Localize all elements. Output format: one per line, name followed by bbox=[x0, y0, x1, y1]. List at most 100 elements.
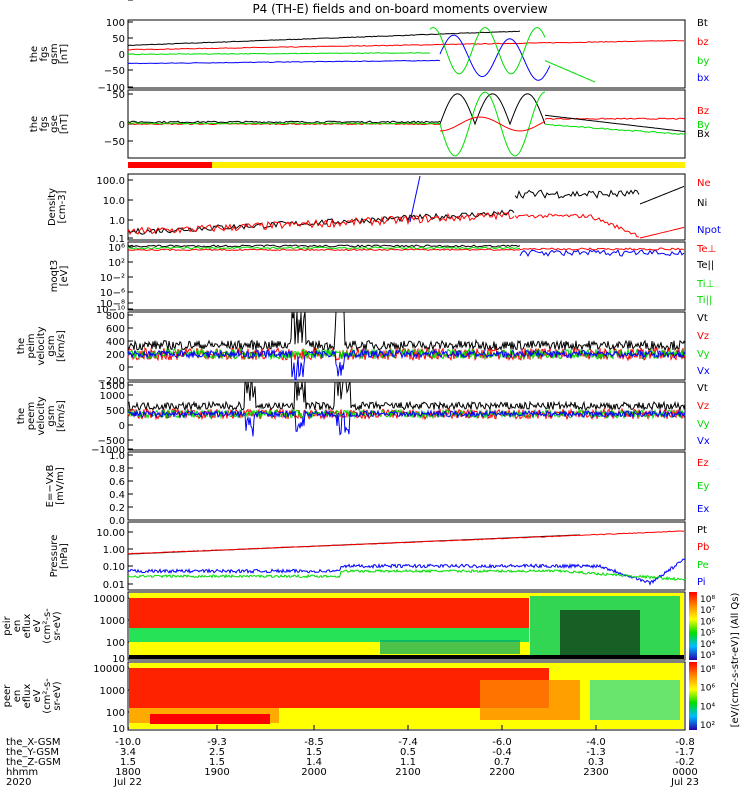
panel-7-ytick-label: 0.6 bbox=[109, 477, 125, 488]
spectrogram-band-8-0 bbox=[129, 598, 529, 628]
legend-ti||: Ti|| bbox=[696, 295, 712, 306]
legend-bx: Bx bbox=[697, 129, 710, 140]
panel-10-ylabel: en bbox=[12, 690, 23, 703]
legend-ey: Ey bbox=[697, 481, 709, 492]
panel-4-ytick-label: 10² bbox=[108, 258, 125, 269]
mode-bar-slow bbox=[128, 162, 212, 168]
series-by-osc bbox=[429, 27, 546, 75]
spectrogram-band-8-1 bbox=[129, 628, 529, 642]
x-axis-value: 0.7 bbox=[494, 757, 510, 768]
panel-10-ylabel: sr-eV) bbox=[52, 681, 63, 710]
x-axis-value: -10.0 bbox=[115, 737, 141, 748]
panel-frame-7 bbox=[127, 451, 686, 521]
panel-6-ytick-label: −500 bbox=[98, 436, 125, 447]
panel-frame-9 bbox=[127, 591, 686, 661]
series-ni-high bbox=[514, 189, 640, 200]
series-ni bbox=[127, 209, 515, 235]
panel-6-ytick-label: 500 bbox=[106, 406, 125, 417]
series-bx bbox=[127, 59, 441, 65]
series-tepar bbox=[127, 244, 521, 248]
colorbar-tick-label: 10⁶ bbox=[700, 684, 715, 694]
panel-9-ylabel: eV bbox=[32, 619, 43, 632]
colorbar-9 bbox=[689, 662, 697, 730]
panel-10-ytick-label: 10000 bbox=[93, 664, 125, 675]
x-axis-value: -4.0 bbox=[586, 737, 606, 748]
chart-title: P4 (TH-E) fields and on-board moments ov… bbox=[252, 2, 547, 16]
panel-9-ylabel: (cm²-s- bbox=[42, 608, 53, 644]
panel-4-ytick-label: 10⁶ bbox=[108, 243, 125, 254]
series-by bbox=[127, 52, 431, 56]
panel-4-ytick-label: 10−⁸ bbox=[100, 299, 125, 310]
x-axis-value: 1800 bbox=[115, 767, 140, 778]
panel-3-ylabel: [cm-3] bbox=[57, 190, 68, 223]
x-axis-date: Jul 22 bbox=[113, 777, 142, 788]
series-bz-tail bbox=[544, 117, 686, 120]
spectrogram-band-9-0 bbox=[129, 668, 549, 708]
x-axis-value: -0.2 bbox=[675, 757, 695, 768]
panel-10-ylabel: peer bbox=[2, 684, 13, 708]
x-axis-value: 0000 bbox=[672, 767, 697, 778]
series-ni-tail bbox=[639, 185, 685, 205]
panel-2-ylabel: the bbox=[29, 116, 40, 132]
legend-vt: Vt bbox=[697, 383, 708, 394]
series-bx-gse bbox=[127, 120, 441, 124]
legend-vz: Vz bbox=[697, 401, 709, 412]
legend-pb: Pb bbox=[697, 542, 709, 553]
legend-ne: Ne bbox=[697, 178, 711, 189]
panel-6-ylabel: [km/s] bbox=[56, 400, 67, 432]
legend-vy: Vy bbox=[697, 419, 710, 430]
spectrogram-band-9-3 bbox=[480, 680, 580, 720]
panel-4-ytick-label: 10−² bbox=[100, 273, 125, 284]
series-bz bbox=[127, 40, 685, 51]
x-axis-value: -7.4 bbox=[398, 737, 418, 748]
panel-9-ytick-label: 10000 bbox=[93, 594, 125, 605]
panel-6-ylabel: peem bbox=[26, 402, 37, 430]
panel-1-ylabel: fgs bbox=[39, 46, 50, 61]
panel-8-ytick-label: 0.01 bbox=[103, 580, 125, 591]
panel-2-ytick-label: 0 bbox=[119, 120, 125, 131]
panel-1-ytick-label: 50 bbox=[112, 34, 125, 45]
panel-10-ylabel: eflux bbox=[22, 684, 33, 709]
panel-7-ytick-label: 0.8 bbox=[109, 464, 125, 475]
x-axis-value: -1.7 bbox=[675, 747, 695, 758]
series-teperp bbox=[127, 248, 521, 252]
legend-vy: Vy bbox=[697, 349, 710, 360]
series-by-osc bbox=[439, 91, 546, 157]
spectrogram-band-8-4 bbox=[129, 655, 684, 659]
panel-9-ylabel: sr-eV) bbox=[52, 611, 63, 640]
panel-6-ytick-label: 0 bbox=[119, 421, 125, 432]
panel-8-ytick-label: 10.00 bbox=[96, 528, 125, 539]
panel-7-ylabel: [mV/m] bbox=[55, 467, 66, 505]
panel-frame-5 bbox=[127, 311, 686, 381]
panel-6-ylabel: the bbox=[16, 408, 27, 424]
colorbar-tick-label: 10⁷ bbox=[700, 606, 715, 616]
panel-8-ytick-label: 0.10 bbox=[103, 562, 125, 573]
series-npot bbox=[409, 175, 421, 223]
panel-3-ytick-label: 0.1 bbox=[109, 234, 125, 245]
legend-ti: Ti⊥ bbox=[696, 279, 714, 290]
panel-7-ylabel: E=−VxB bbox=[45, 465, 56, 508]
colorbar-tick-label: 10⁵ bbox=[700, 629, 715, 639]
panel-9-ylabel: the bbox=[0, 618, 3, 634]
panel-3-ytick-label: 10.0 bbox=[103, 196, 125, 207]
legend-npot: Npot bbox=[697, 225, 721, 236]
panel-4-ytick-label: 10−¹⁰ bbox=[96, 305, 125, 316]
panel-5-ytick-label: 0 bbox=[119, 363, 125, 374]
series-ne-tail bbox=[639, 226, 685, 239]
panel-frame-4 bbox=[127, 241, 686, 311]
series-vx-5 bbox=[127, 409, 686, 437]
panel-5-ylabel: velocity bbox=[36, 326, 47, 365]
series-tipar bbox=[127, 246, 521, 250]
x-axis-row-label: the_Z-GSM bbox=[6, 757, 61, 768]
series-pe bbox=[127, 568, 686, 581]
panel-10-ytick-label: 1000 bbox=[100, 686, 125, 697]
colorbar-tick-label: 10⁶ bbox=[700, 617, 715, 627]
panel-7-ytick-label: 1.0 bbox=[109, 451, 125, 462]
x-axis-value: 1.4 bbox=[306, 757, 322, 768]
legend-pt: Pt bbox=[697, 525, 707, 536]
panel-5-ytick-label: 600 bbox=[106, 324, 125, 335]
x-axis-value: 1.5 bbox=[120, 757, 136, 768]
x-axis-value: 3.4 bbox=[120, 747, 136, 758]
